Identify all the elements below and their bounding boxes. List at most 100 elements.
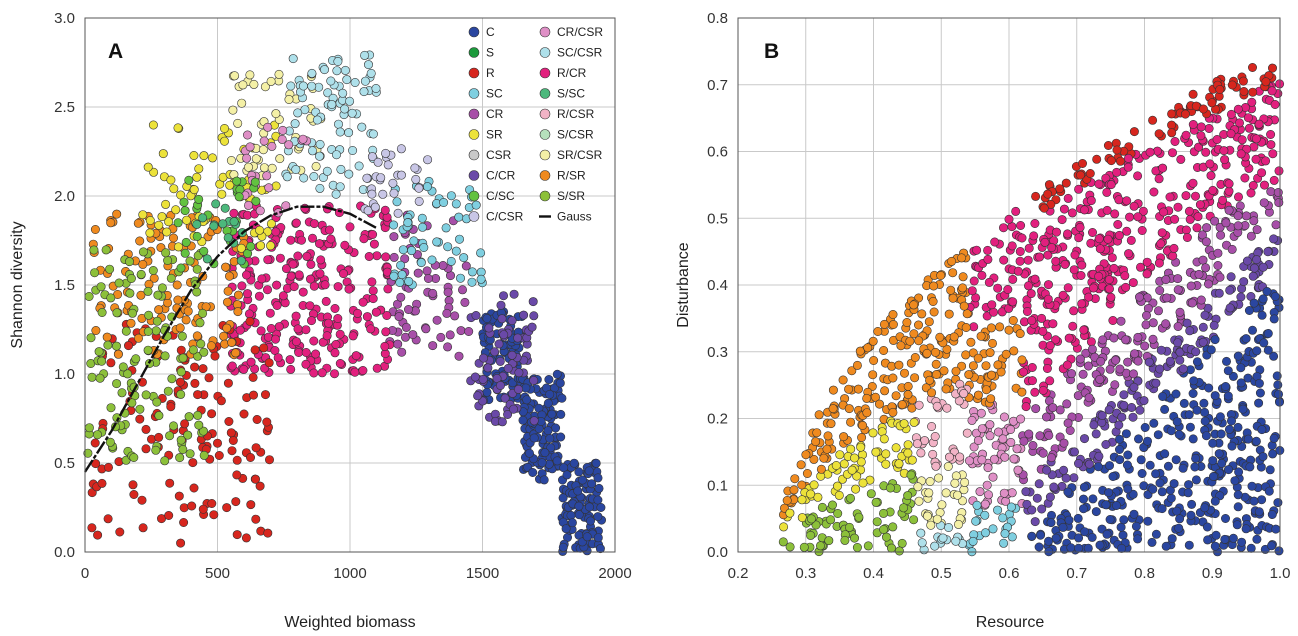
point-r-sr	[948, 268, 958, 278]
point-r-cr	[368, 294, 378, 304]
point-r-cr	[1074, 184, 1084, 194]
point-r-cr	[1114, 195, 1124, 205]
point-r-sr	[1009, 346, 1019, 356]
point-c	[1137, 468, 1147, 478]
panel-a-y-tick-label: 1.5	[54, 277, 75, 294]
panel-a-points	[83, 50, 606, 556]
point-r-cr	[1205, 159, 1215, 169]
point-sc	[432, 237, 442, 247]
point-r-sr	[903, 390, 913, 400]
point-r	[1092, 154, 1102, 164]
legend-label: S	[486, 46, 494, 60]
point-r-cr	[316, 255, 326, 265]
point-c	[1192, 357, 1202, 367]
point-r-cr	[1094, 234, 1104, 244]
point-c-csr	[376, 173, 386, 183]
point-sc-csr	[354, 161, 364, 171]
point-cr	[464, 326, 474, 336]
point-sc-csr	[930, 541, 940, 551]
point-sr	[225, 180, 235, 190]
panel-b-x-label: Resource	[976, 614, 1045, 631]
point-c-cr	[1173, 338, 1183, 348]
point-c	[543, 398, 553, 408]
point-c	[547, 409, 557, 419]
point-r-cr	[1114, 230, 1124, 240]
legend-label: C/SC	[486, 189, 515, 203]
point-r-cr	[344, 284, 354, 294]
point-r-sr	[914, 336, 924, 346]
point-cr	[1204, 279, 1214, 289]
point-c-csr	[383, 160, 393, 170]
point-r-sr	[909, 300, 919, 310]
point-cr	[1111, 355, 1121, 365]
point-r-cr	[298, 287, 308, 297]
legend-item-sr: SR	[468, 128, 503, 142]
point-r-cr	[1106, 292, 1116, 302]
point-r-cr	[1070, 250, 1080, 260]
point-r-cr	[1208, 185, 1218, 195]
panel-b-y-label: Disturbance	[675, 242, 692, 327]
point-c-cr	[1182, 318, 1192, 328]
point-c	[1095, 540, 1105, 550]
point-r-csr	[930, 431, 940, 441]
point-r-cr	[1129, 201, 1139, 211]
point-r-cr	[1015, 256, 1025, 266]
point-r-sr	[1017, 387, 1027, 397]
point-sc	[389, 220, 399, 230]
point-r-cr	[1220, 155, 1230, 165]
point-c-cr	[1144, 357, 1154, 367]
point-c	[1044, 536, 1054, 546]
point-r-cr	[367, 277, 377, 287]
point-c	[558, 493, 568, 503]
point-s-sr	[192, 264, 202, 274]
point-r-cr	[1107, 253, 1117, 263]
point-r-sr	[862, 393, 872, 403]
point-cr-csr	[982, 480, 992, 490]
point-sr-csr	[244, 162, 254, 172]
point-sr	[143, 162, 153, 172]
point-r	[1061, 178, 1071, 188]
point-sr-csr	[251, 154, 261, 164]
point-s-sr	[106, 403, 116, 413]
point-r-cr	[244, 309, 254, 319]
point-c	[1186, 510, 1196, 520]
legend-marker	[539, 67, 551, 79]
point-cr	[1098, 335, 1108, 345]
point-r-cr	[1193, 212, 1203, 222]
point-c-cr	[1185, 326, 1195, 336]
point-c	[1233, 502, 1243, 512]
legend-item-cr: CR	[468, 107, 504, 121]
point-c	[593, 512, 603, 522]
point-c	[1192, 405, 1202, 415]
legend-item-c-csr: C/CSR	[468, 210, 524, 224]
point-c-cr	[1269, 234, 1279, 244]
point-r	[176, 538, 186, 548]
point-cr	[1084, 393, 1094, 403]
point-sc-csr	[350, 78, 360, 88]
point-sc-csr	[340, 65, 350, 75]
point-r-csr	[932, 401, 942, 411]
point-c	[1272, 371, 1282, 381]
point-cr-csr	[977, 424, 987, 434]
point-r-cr	[1022, 306, 1032, 316]
point-c-csr	[388, 178, 398, 188]
point-c	[1157, 504, 1167, 514]
panel-a-y-tick-label: 0.0	[54, 544, 75, 561]
point-c	[1204, 383, 1214, 393]
point-r-cr	[1035, 252, 1045, 262]
point-sr	[797, 495, 807, 505]
point-r-cr	[1251, 134, 1261, 144]
point-r-sr	[206, 341, 216, 351]
point-cr	[442, 308, 452, 318]
panel-b-y-tick-label: 0.8	[707, 10, 728, 27]
point-r-cr	[1133, 171, 1143, 181]
point-r-cr	[364, 252, 374, 262]
point-cr-csr	[267, 141, 277, 151]
point-r-cr	[1102, 205, 1112, 215]
point-cr	[394, 312, 404, 322]
point-s-sr	[123, 369, 133, 379]
point-c	[1258, 294, 1268, 304]
point-sc	[455, 273, 465, 283]
point-s-sr	[909, 515, 919, 525]
point-r-cr	[1030, 274, 1040, 284]
